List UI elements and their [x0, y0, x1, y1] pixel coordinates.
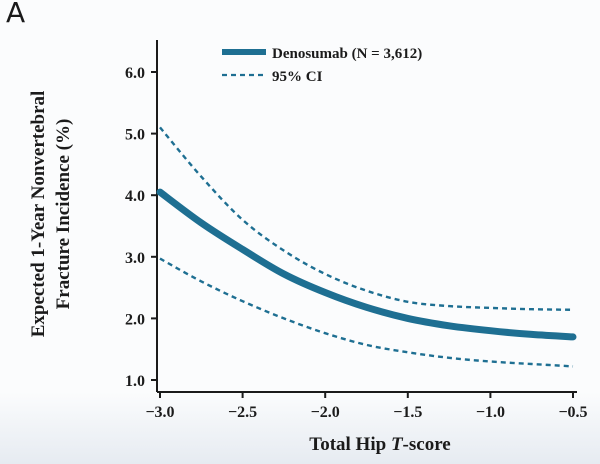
y-tick-label: 4.0 — [125, 188, 145, 205]
y-axis-title: Expected 1-Year Nonvertebral Fracture In… — [28, 91, 74, 338]
series-ci-lower — [159, 257, 574, 368]
legend-label-denosumab: Denosumab (N = 3,612) — [272, 46, 422, 62]
y-tick-label: 2.0 — [125, 311, 145, 328]
axes: 1.02.03.04.05.06.0 −3.0 −2.5 −2.0 −1.5 −1.0−… — [125, 40, 588, 421]
series-layer — [156, 126, 577, 368]
x-tick-label: −0.5 — [558, 404, 587, 421]
x-axis-title: Total Hip T-score — [309, 434, 450, 455]
x-tick-label: −3.0 — [145, 404, 174, 421]
background-band — [0, 392, 600, 464]
x-axis-title-suffix: -score — [403, 434, 451, 455]
legend-label-ci: 95% CI — [272, 69, 323, 85]
y-tick-label: 6.0 — [125, 65, 145, 82]
x-ticks: −3.0 −2.5 −2.0 −1.5 −1.0 −0.5 — [145, 392, 588, 421]
y-tick-label: 1.0 — [125, 373, 145, 390]
y-tick-label: 5.0 — [125, 127, 145, 144]
x-tick-label: −2.0 — [311, 404, 340, 421]
legend: Denosumab (N = 3,612) 95% CI — [222, 46, 422, 85]
y-tick-label: 3.0 — [125, 250, 145, 267]
series-denosumab — [156, 188, 577, 341]
y-axis-title-line2: Fracture Incidence (%) — [53, 119, 74, 310]
panel-label: A — [6, 0, 26, 29]
x-tick-label: −1.5 — [393, 404, 422, 421]
x-tick-label: −1.0 — [476, 404, 505, 421]
series-ci-upper — [159, 126, 574, 311]
y-ticks: 1.0 2.0 3.0 4.0 5.0 6.0 — [125, 65, 157, 390]
x-tick-label: −2.5 — [228, 404, 257, 421]
x-axis-title-italic: T — [391, 434, 404, 455]
x-axis-title-prefix: Total Hip — [309, 434, 391, 455]
y-axis-title-line1: Expected 1-Year Nonvertebral — [28, 91, 49, 338]
